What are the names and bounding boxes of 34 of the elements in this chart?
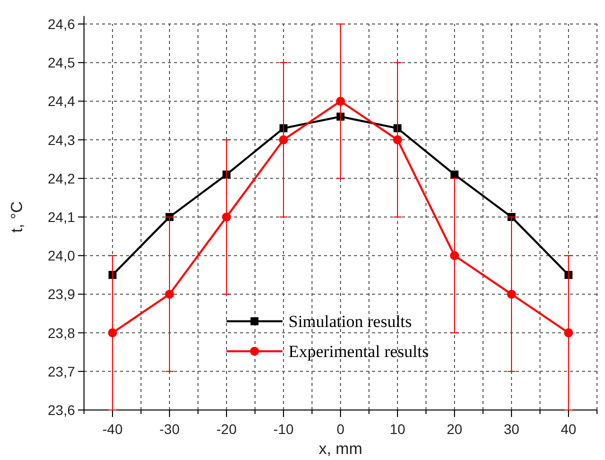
point — [279, 135, 288, 144]
x-axis-title: x, mm — [318, 441, 362, 458]
x-tick-label: -10 — [273, 421, 294, 437]
y-tick-label: 24,4 — [48, 93, 76, 110]
y-tick-label: 24,2 — [48, 170, 76, 186]
y-tick-label: 23,9 — [48, 286, 76, 302]
point — [108, 328, 117, 338]
point — [222, 212, 231, 222]
point — [393, 135, 402, 144]
point — [450, 251, 459, 260]
point — [507, 290, 516, 299]
point — [450, 170, 458, 179]
x-tick-label: -20 — [216, 421, 237, 437]
x-tick-label: -40 — [102, 421, 123, 437]
point — [564, 328, 573, 338]
y-axis-title: t, °C — [9, 201, 26, 233]
y-tick-label: 24,0 — [48, 248, 76, 264]
y-tick-label: 23,6 — [48, 402, 76, 418]
legend-label: Simulation results — [288, 312, 412, 332]
y-tick-label: 24,5 — [48, 54, 76, 71]
y-tick-label: 23,7 — [48, 363, 76, 380]
y-tick-label: 23,8 — [48, 324, 76, 341]
x-tick-label: 40 — [560, 421, 576, 437]
y-tick-label: 24,6 — [48, 16, 76, 32]
point — [336, 96, 345, 106]
x-tick-label: -30 — [159, 421, 180, 437]
y-tick-label: 24,1 — [48, 209, 76, 225]
x-tick-label: 20 — [446, 421, 462, 437]
x-tick-label: 10 — [390, 421, 406, 437]
x-tick-label: 0 — [336, 421, 345, 437]
point — [165, 290, 174, 299]
y-tick-label: 24,3 — [48, 132, 76, 148]
legend-label: Experimental results — [288, 342, 429, 362]
x-tick-label: 30 — [504, 421, 520, 437]
